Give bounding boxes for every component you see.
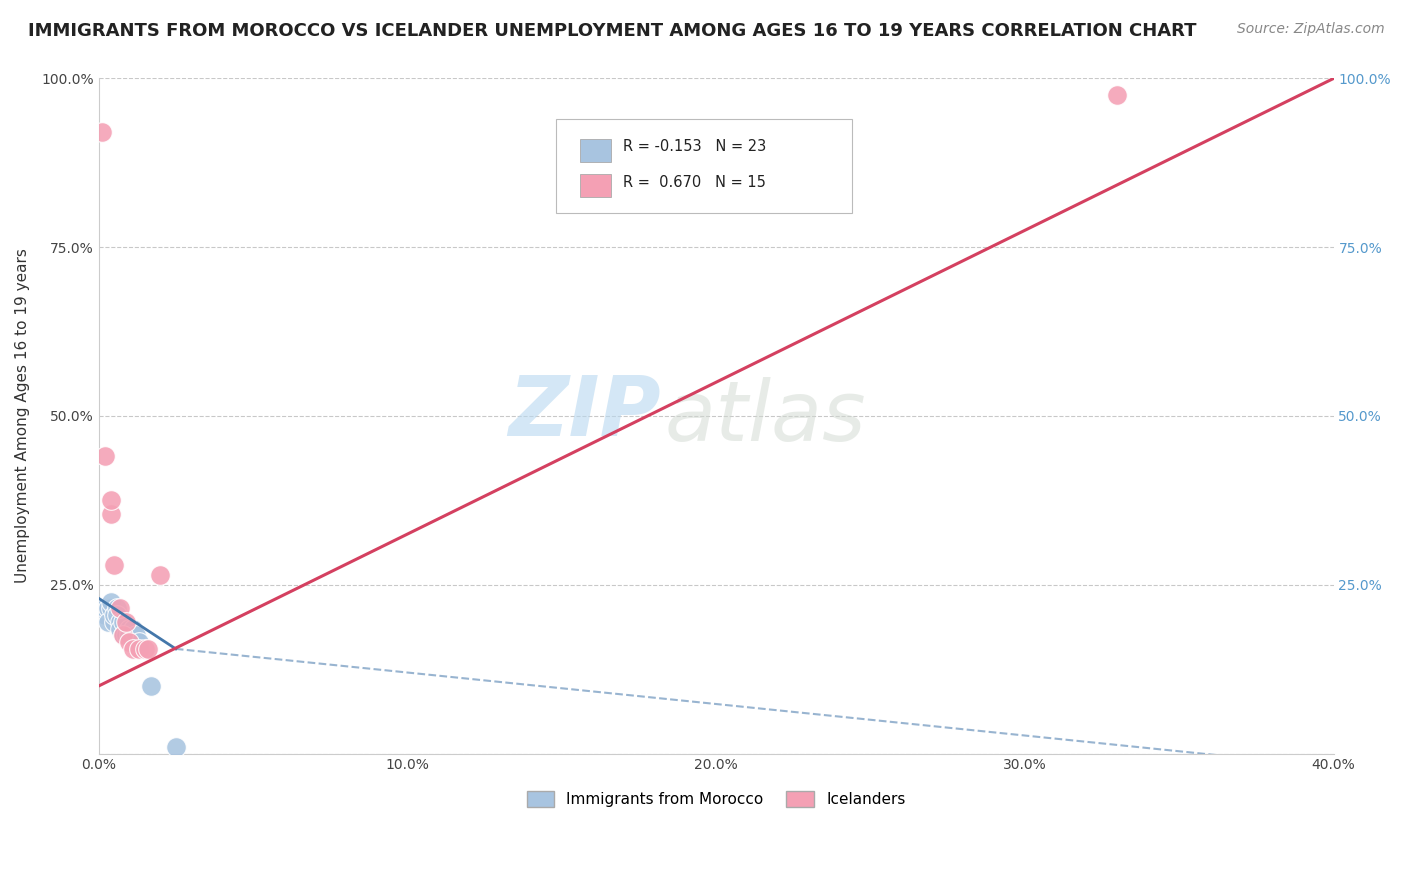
Point (103, 558, 125, 572)
Text: atlas: atlas (664, 376, 866, 458)
Point (121, 641, 143, 656)
Point (112, 628, 135, 642)
Point (97, 615, 120, 629)
FancyBboxPatch shape (555, 119, 852, 213)
Point (100, 594, 122, 608)
Point (139, 679, 162, 693)
Point (100, 507, 122, 521)
Point (97, 601, 120, 615)
Point (124, 628, 146, 642)
Point (108, 622, 131, 636)
Point (105, 608, 128, 623)
Point (118, 628, 141, 642)
Point (136, 641, 159, 656)
Point (94, 450, 117, 464)
Text: IMMIGRANTS FROM MOROCCO VS ICELANDER UNEMPLOYMENT AMONG AGES 16 TO 19 YEARS CORR: IMMIGRANTS FROM MOROCCO VS ICELANDER UNE… (28, 22, 1197, 40)
Point (94, 608, 117, 623)
Point (108, 601, 131, 615)
Point (103, 615, 125, 629)
Text: R = -0.153   N = 23: R = -0.153 N = 23 (623, 139, 766, 154)
Bar (581, 139, 612, 161)
Legend: Immigrants from Morocco, Icelanders: Immigrants from Morocco, Icelanders (520, 785, 911, 814)
Point (90, 601, 112, 615)
Text: ZIP: ZIP (508, 372, 661, 453)
Bar (581, 175, 612, 197)
Point (1107, 88, 1129, 103)
Y-axis label: Unemployment Among Ages 16 to 19 years: Unemployment Among Ages 16 to 19 years (15, 249, 30, 583)
Point (108, 615, 131, 629)
Text: Source: ZipAtlas.com: Source: ZipAtlas.com (1237, 22, 1385, 37)
Point (118, 635, 141, 649)
Point (94, 601, 117, 615)
Point (115, 628, 138, 642)
Point (165, 739, 187, 754)
Point (112, 615, 135, 629)
Point (100, 493, 122, 508)
Point (90, 126, 112, 140)
Point (115, 615, 138, 629)
Point (100, 601, 122, 615)
Point (128, 635, 150, 649)
Point (149, 567, 172, 582)
Point (112, 628, 135, 642)
Point (128, 641, 150, 656)
Point (105, 601, 128, 615)
Point (118, 622, 141, 636)
Text: R =  0.670   N = 15: R = 0.670 N = 15 (623, 175, 766, 190)
Point (121, 622, 143, 636)
Point (134, 641, 156, 656)
Point (103, 608, 125, 623)
